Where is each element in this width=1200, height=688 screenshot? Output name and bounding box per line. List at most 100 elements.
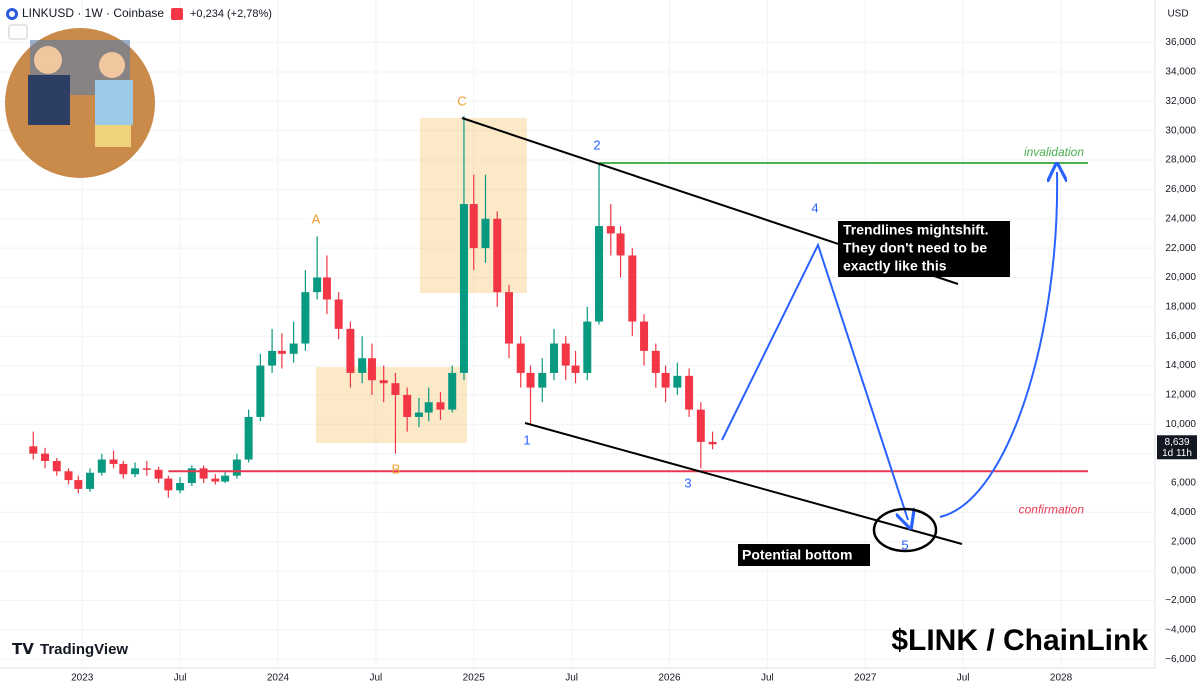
x-tick-label: 2023 <box>71 673 94 684</box>
x-axis <box>0 668 1200 688</box>
candle-body <box>436 402 445 410</box>
brand: TradingView <box>40 641 128 658</box>
wave-label: 4 <box>811 200 818 215</box>
x-tick-label: 2028 <box>1050 673 1073 684</box>
candle-body <box>367 358 376 381</box>
candle-body <box>97 459 106 473</box>
candle-body <box>538 372 547 388</box>
candle-body <box>379 380 388 384</box>
axis-labels: −6,000 −4,000 −2,000 0,000 2,000 4,000 6,000 8,… <box>71 37 1197 684</box>
candle-body <box>583 321 592 373</box>
y-tick-label: 36,000 <box>1165 37 1196 48</box>
x-tick-label: Jul <box>761 673 774 684</box>
candle-body <box>301 292 310 344</box>
avatar <box>28 75 70 125</box>
candle-body <box>358 358 367 373</box>
y-tick-label: 14,000 <box>1165 360 1196 371</box>
brand-logo: 𝗧𝗩 <box>12 641 34 658</box>
candle-body <box>29 446 38 454</box>
candle-body <box>493 218 502 293</box>
candle-body <box>289 343 298 354</box>
candle-body <box>232 459 241 476</box>
x-tick-label: 2025 <box>463 673 486 684</box>
candle-body <box>244 416 253 460</box>
x-tick-label: 2026 <box>658 673 681 684</box>
candle-body <box>221 475 230 482</box>
wave-label: 3 <box>684 475 691 490</box>
note-text: exactly like this <box>843 258 947 274</box>
candle-body <box>41 453 50 461</box>
candle-body <box>651 350 660 373</box>
candle-body <box>313 277 322 293</box>
collapse-button[interactable] <box>8 24 28 40</box>
wave-label: A <box>312 211 321 226</box>
y-axis <box>1155 0 1200 688</box>
candle-body <box>164 478 173 491</box>
candle-body <box>708 441 717 445</box>
y-tick-label: −6,000 <box>1165 654 1196 665</box>
y-tick-label: 12,000 <box>1165 390 1196 401</box>
candle-body <box>673 375 682 388</box>
candle-body <box>52 460 61 472</box>
candle-body <box>616 233 625 256</box>
note-text: Trendlines mightshift. <box>843 222 988 238</box>
level-label: invalidation <box>1024 145 1084 159</box>
price-tag <box>1157 435 1197 460</box>
x-tick-label: 2027 <box>854 673 877 684</box>
y-tick-label: 10,000 <box>1165 419 1196 430</box>
y-tick-label: 0,000 <box>1171 566 1196 577</box>
candle-body <box>391 383 400 395</box>
avatar <box>95 125 131 147</box>
y-tick-label: 16,000 <box>1165 331 1196 342</box>
candle-body <box>142 468 151 470</box>
currency: USD <box>1167 9 1188 20</box>
candle-body <box>403 394 412 417</box>
note-box <box>838 221 1010 277</box>
candle-body <box>86 472 95 489</box>
candle-body <box>469 204 478 249</box>
wave-label: 2 <box>593 137 600 152</box>
wave-label: C <box>457 93 466 108</box>
candle-body <box>606 226 615 234</box>
candle-body <box>516 343 525 373</box>
level-label: confirmation <box>1019 502 1085 516</box>
chart-title: $LINK / ChainLink <box>891 624 1148 657</box>
candle-body <box>550 343 559 373</box>
levels: invalidation confirmation <box>168 145 1088 516</box>
y-tick-label: 18,000 <box>1165 301 1196 312</box>
candle-body <box>696 409 705 442</box>
y-tick-label: 24,000 <box>1165 213 1196 224</box>
y-tick-label: 6,000 <box>1171 478 1196 489</box>
y-tick-label: 30,000 <box>1165 125 1196 136</box>
candle-body <box>256 365 265 417</box>
candle-body <box>571 365 580 373</box>
candle-body <box>504 292 513 344</box>
wave-label: B <box>392 461 401 476</box>
avatar <box>34 46 62 74</box>
y-tick-label: 4,000 <box>1171 507 1196 518</box>
candle-body <box>176 483 185 491</box>
candle-body <box>187 468 196 484</box>
y-tick-label: 2,000 <box>1171 536 1196 547</box>
x-tick-label: 2024 <box>267 673 290 684</box>
symbol-icon <box>9 11 15 17</box>
y-tick-label: 28,000 <box>1165 155 1196 166</box>
projection-path <box>939 172 1057 518</box>
note-text: They don't need to be <box>843 240 987 256</box>
x-tick-label: Jul <box>174 673 187 684</box>
candle-body <box>119 463 128 475</box>
candle-body <box>414 412 423 417</box>
candle-body <box>109 459 118 464</box>
candle-body <box>199 468 208 479</box>
price-label: 8,639 <box>1164 437 1189 448</box>
avatar <box>99 52 125 78</box>
candle-body <box>628 255 637 322</box>
y-tick-label: 34,000 <box>1165 67 1196 78</box>
candle-body <box>424 402 433 413</box>
candle-body <box>334 299 343 329</box>
flag <box>171 8 183 20</box>
y-tick-label: 22,000 <box>1165 243 1196 254</box>
candle-body <box>346 328 355 373</box>
